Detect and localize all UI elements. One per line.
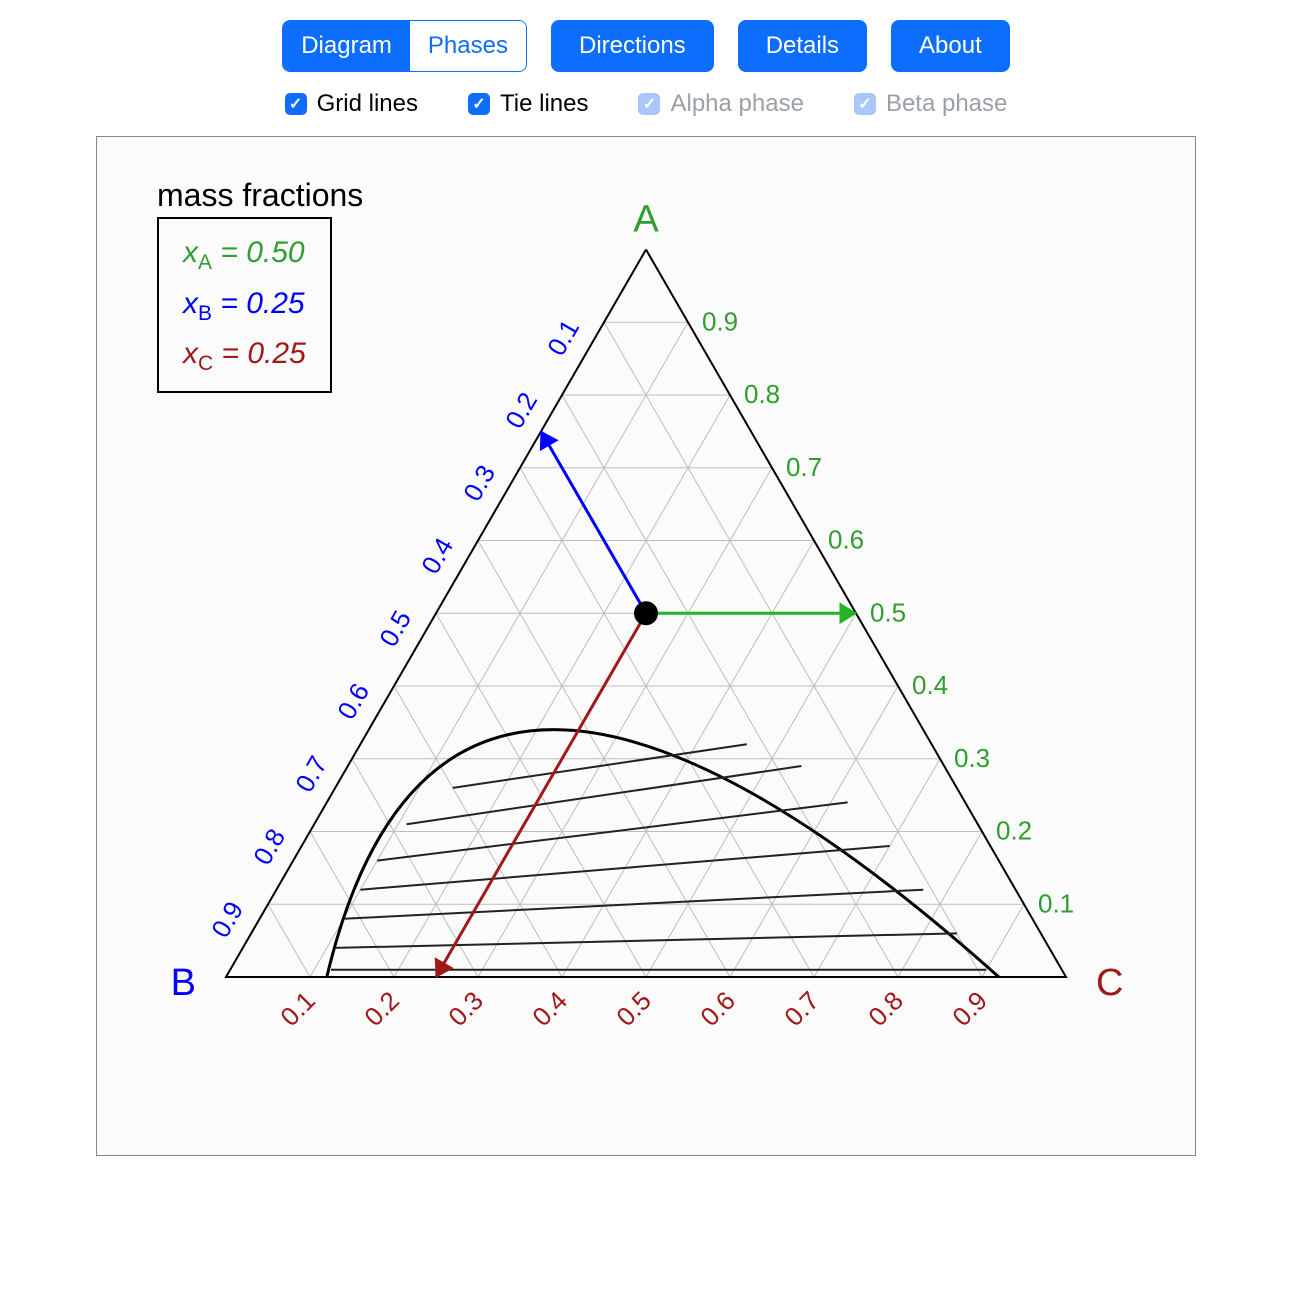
check-alpha: ✓ Alpha phase: [638, 90, 803, 118]
svg-text:0.4: 0.4: [912, 670, 948, 700]
svg-text:0.1: 0.1: [1038, 888, 1074, 918]
directions-button[interactable]: Directions: [551, 20, 714, 72]
mass-fractions-box: xA = 0.50 xB = 0.25 xC = 0.25: [157, 217, 332, 393]
check-icon: ✓: [854, 93, 876, 115]
check-grid[interactable]: ✓ Grid lines: [285, 90, 418, 118]
svg-text:0.5: 0.5: [870, 597, 906, 627]
svg-text:0.9: 0.9: [205, 896, 249, 942]
tab-group: Diagram Phases: [282, 20, 527, 72]
tab-phases[interactable]: Phases: [410, 21, 526, 71]
svg-text:0.7: 0.7: [289, 751, 333, 797]
check-beta: ✓ Beta phase: [854, 90, 1007, 118]
check-tie[interactable]: ✓ Tie lines: [468, 90, 588, 118]
svg-text:0.6: 0.6: [694, 985, 741, 1032]
svg-text:0.5: 0.5: [373, 605, 417, 651]
svg-text:0.3: 0.3: [442, 985, 489, 1032]
mass-fraction-a: xA = 0.50: [183, 229, 306, 280]
svg-text:0.4: 0.4: [526, 985, 573, 1032]
mass-fraction-b: xB = 0.25: [183, 280, 306, 331]
check-icon: ✓: [468, 93, 490, 115]
svg-text:0.7: 0.7: [786, 452, 822, 482]
svg-text:0.1: 0.1: [541, 314, 585, 360]
about-button[interactable]: About: [891, 20, 1010, 72]
svg-text:0.8: 0.8: [247, 824, 291, 870]
chart-frame: mass fractions xA = 0.50 xB = 0.25 xC = …: [96, 136, 1196, 1156]
check-icon: ✓: [638, 93, 660, 115]
check-label: Grid lines: [317, 90, 418, 118]
svg-text:0.4: 0.4: [415, 533, 459, 579]
check-label: Beta phase: [886, 90, 1007, 118]
check-label: Tie lines: [500, 90, 588, 118]
svg-text:0.2: 0.2: [499, 387, 543, 433]
svg-text:0.6: 0.6: [331, 678, 375, 724]
svg-text:0.3: 0.3: [954, 743, 990, 773]
svg-text:B: B: [171, 962, 196, 1004]
svg-text:A: A: [633, 199, 659, 241]
svg-text:0.6: 0.6: [828, 525, 864, 555]
svg-text:0.3: 0.3: [457, 460, 501, 506]
svg-text:0.7: 0.7: [778, 985, 825, 1032]
mass-fractions-title: mass fractions: [157, 177, 363, 214]
details-button[interactable]: Details: [738, 20, 867, 72]
check-icon: ✓: [285, 93, 307, 115]
mass-fraction-c: xC = 0.25: [183, 330, 306, 381]
svg-text:0.2: 0.2: [996, 816, 1032, 846]
check-label: Alpha phase: [670, 90, 803, 118]
svg-text:0.9: 0.9: [946, 985, 993, 1032]
tab-diagram[interactable]: Diagram: [283, 21, 410, 71]
svg-text:0.9: 0.9: [702, 306, 738, 336]
toolbar: Diagram Phases Directions Details About: [20, 20, 1272, 72]
svg-text:0.1: 0.1: [274, 985, 321, 1032]
svg-text:C: C: [1096, 962, 1123, 1004]
checkbox-row: ✓ Grid lines ✓ Tie lines ✓ Alpha phase ✓…: [20, 90, 1272, 118]
svg-text:0.8: 0.8: [862, 985, 909, 1032]
svg-text:0.2: 0.2: [358, 985, 405, 1032]
svg-text:0.5: 0.5: [610, 985, 657, 1032]
svg-text:0.8: 0.8: [744, 379, 780, 409]
